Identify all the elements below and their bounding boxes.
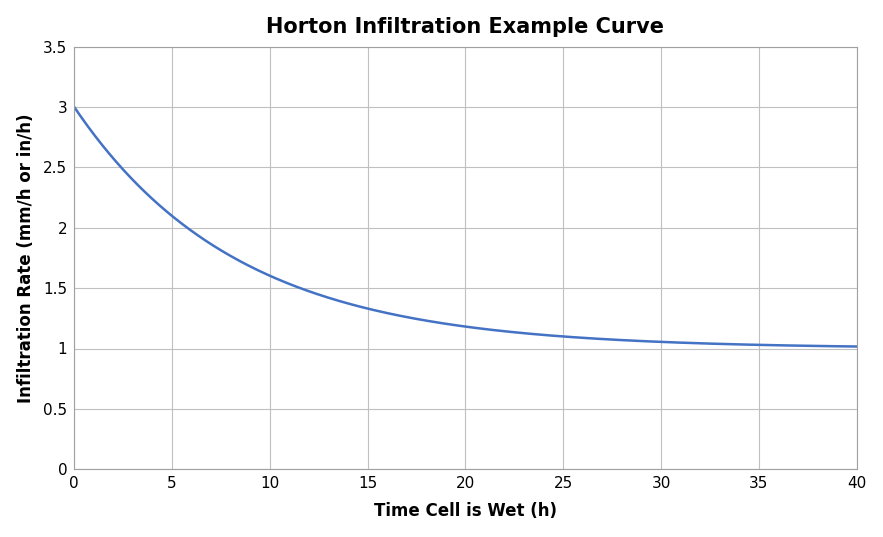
X-axis label: Time Cell is Wet (h): Time Cell is Wet (h) [374,502,557,520]
Y-axis label: Infiltration Rate (mm/h or in/h): Infiltration Rate (mm/h or in/h) [17,113,34,403]
Title: Horton Infiltration Example Curve: Horton Infiltration Example Curve [267,17,664,37]
